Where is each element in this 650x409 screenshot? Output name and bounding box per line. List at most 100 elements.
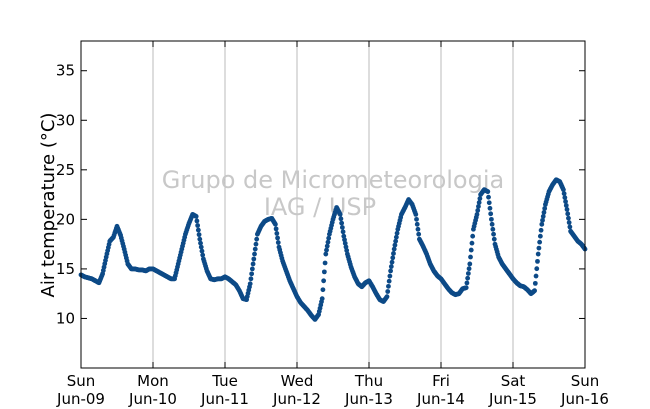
x-tick-day: Tue [211, 372, 238, 390]
data-point-fill [470, 233, 476, 239]
data-point-fill [338, 216, 344, 222]
data-point [413, 212, 419, 217]
data-point-fill [566, 220, 572, 225]
data-point-fill [533, 273, 539, 279]
grid-lines [152, 41, 514, 368]
data-point-fill [476, 200, 482, 205]
data-point-fill [566, 215, 571, 221]
y-axis: 10 15 20 25 30 35 [56, 62, 585, 327]
data-point-fill [416, 231, 422, 237]
data-point-fill [567, 224, 573, 230]
data-point-fill [540, 217, 545, 223]
data-point [535, 251, 541, 257]
data-point-fill [393, 238, 399, 244]
data-point-fill [486, 200, 492, 206]
data-point-fill [391, 251, 396, 256]
x-tick-date: Jun-14 [416, 390, 465, 408]
data-point-fill [490, 226, 496, 232]
data-point-fill [561, 191, 567, 197]
x-tick-date: Jun-12 [272, 390, 321, 408]
data-point-fill [394, 230, 400, 236]
y-tick-label: 25 [56, 161, 75, 179]
data-point-fill [196, 232, 202, 238]
x-axis: SunJun-09MonJun-10TueJun-11WedJun-12ThuJ… [56, 41, 609, 408]
y-tick-label: 10 [56, 309, 75, 327]
y-tick-label: 20 [56, 210, 75, 228]
data-point-fill [486, 194, 491, 200]
data-point-fill [536, 245, 542, 251]
data-point-fill [252, 246, 258, 252]
x-tick-date: Jun-10 [128, 390, 177, 408]
data-point-fill [465, 275, 471, 281]
data-point-fill [275, 235, 280, 241]
watermark: Grupo de Micrometeorologia IAG / USP [162, 166, 504, 221]
data-point-fill [392, 242, 398, 248]
data-point-fill [344, 248, 350, 253]
data-point-fill [491, 236, 497, 242]
data-point-fill [198, 240, 203, 246]
watermark-line-1: Grupo de Micrometeorologia [162, 166, 504, 194]
data-point-fill [468, 247, 474, 253]
data-point-fill [563, 203, 569, 208]
data-point [474, 212, 480, 217]
data-point-fill [326, 235, 332, 241]
data-point [388, 268, 393, 274]
data-point-fill [342, 240, 348, 246]
data-point-fill [340, 229, 346, 235]
data-point-fill [321, 278, 327, 284]
y-tick-label: 30 [56, 111, 75, 129]
data-point [197, 236, 203, 242]
data-point [341, 233, 347, 239]
data-point [561, 187, 566, 193]
data-point-fill [250, 261, 256, 267]
data-point-fill [273, 226, 279, 232]
data-point-fill [415, 226, 421, 232]
data-point-fill [342, 237, 347, 243]
data-point-fill [477, 196, 483, 201]
data-point-fill [194, 218, 200, 224]
data-point-fill [248, 276, 254, 282]
data-point-fill [389, 259, 395, 265]
watermark-line-2: IAG / USP [264, 193, 376, 221]
data-point [391, 246, 397, 252]
data-point [319, 296, 325, 302]
x-tick-day: Fri [432, 372, 450, 390]
data-point-fill [321, 269, 327, 275]
x-tick-date: Jun-11 [200, 390, 249, 408]
data-point-fill [465, 271, 471, 276]
data-point-fill [475, 208, 481, 213]
data-point-fill [385, 289, 391, 294]
data-point-fill [487, 205, 493, 211]
data-point-fill [562, 195, 568, 200]
data-point-fill [386, 283, 391, 289]
data-point [247, 281, 253, 287]
data-point-fill [343, 244, 349, 250]
y-axis-title: Air temperature (°C) [38, 113, 59, 298]
data-point-fill [320, 287, 326, 293]
x-tick-date: Jun-09 [56, 390, 105, 408]
data-point-fill [388, 264, 394, 269]
x-tick-day: Sun [67, 372, 96, 390]
data-point [489, 216, 494, 222]
x-tick-date: Jun-13 [344, 390, 393, 408]
data-point-fill [469, 240, 475, 246]
x-tick-day: Sat [501, 372, 526, 390]
data-point-fill [488, 211, 494, 217]
data-point-fill [387, 273, 393, 279]
data-point-fill [414, 221, 420, 227]
data-point-fill [535, 258, 540, 264]
data-point-fill [386, 278, 392, 284]
x-tick-date: Jun-15 [488, 390, 537, 408]
data-point-fill [195, 227, 201, 233]
plot-frame [80, 40, 586, 369]
x-tick-date: Jun-16 [560, 390, 609, 408]
data-point-fill [254, 236, 260, 242]
data-point-fill [200, 252, 206, 258]
data-point [539, 221, 545, 227]
data-point-fill [195, 223, 201, 228]
data-series [78, 177, 588, 322]
x-tick-day: Sun [571, 372, 600, 390]
data-point-fill [542, 206, 548, 211]
data-point [564, 207, 570, 212]
